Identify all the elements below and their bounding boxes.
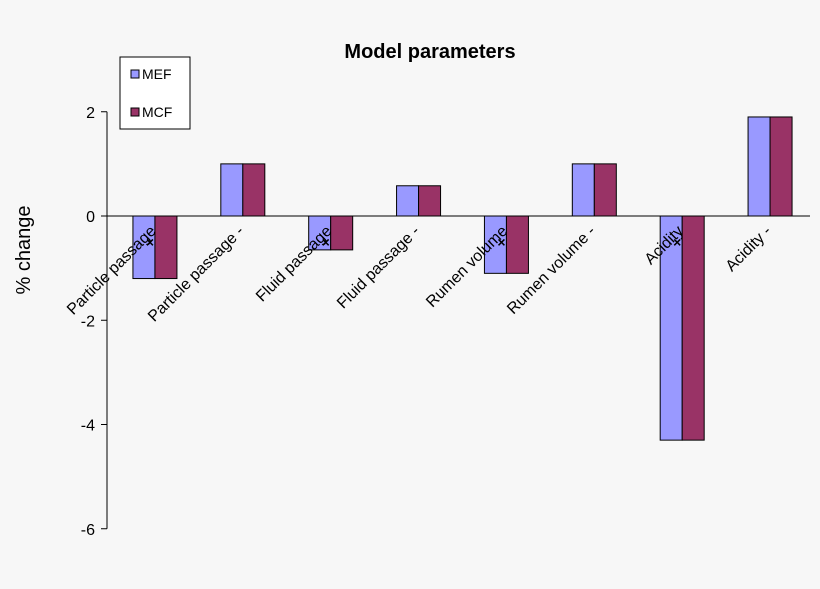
category-marker-0: × bbox=[146, 234, 154, 250]
legend-label-mef: MEF bbox=[142, 66, 172, 82]
category-marker-4: × bbox=[497, 234, 505, 250]
bar-mcf-1 bbox=[242, 163, 266, 217]
bar-mcf-0 bbox=[154, 215, 178, 280]
legend-swatch-mef bbox=[130, 69, 140, 79]
bar-mcf-2 bbox=[330, 215, 354, 251]
markers-group: × × × × bbox=[146, 234, 681, 250]
bar-mcf-7 bbox=[769, 116, 793, 217]
bar-mcf-6 bbox=[681, 215, 705, 441]
bar-mcf-3 bbox=[418, 185, 442, 217]
bar-mcf-5 bbox=[593, 163, 617, 217]
category-marker-6: × bbox=[673, 234, 681, 250]
legend-box bbox=[119, 56, 191, 130]
bar-mef-3 bbox=[396, 185, 420, 217]
y-tick-label: -4 bbox=[81, 418, 95, 435]
y-tick-label: 2 bbox=[86, 105, 95, 122]
y-tick-label: 0 bbox=[86, 209, 95, 226]
bar-mef-1 bbox=[220, 163, 244, 217]
y-tick-label: -6 bbox=[81, 522, 95, 539]
y-axis-label: % change bbox=[13, 206, 35, 295]
bars-group bbox=[132, 116, 793, 441]
chart-title: Model parameters bbox=[344, 41, 515, 63]
y-ticks-group: 2 0 -2 -4 -6 bbox=[81, 105, 107, 539]
bar-mcf-4 bbox=[505, 215, 529, 274]
y-tick-label: -2 bbox=[81, 313, 95, 330]
bar-mef-5 bbox=[571, 163, 595, 217]
legend: MEF MCF bbox=[119, 56, 191, 130]
bar-mef-7 bbox=[747, 116, 771, 217]
category-marker-2: × bbox=[322, 234, 330, 250]
legend-label-mcf: MCF bbox=[142, 104, 172, 120]
legend-swatch-mcf bbox=[130, 107, 140, 117]
